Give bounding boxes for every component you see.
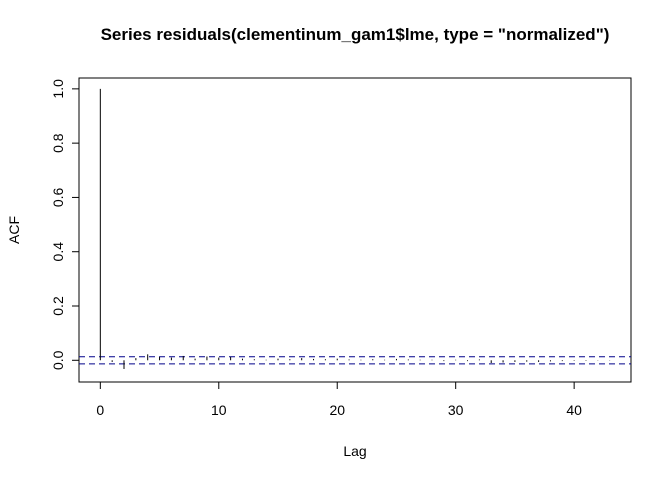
y-axis: 0.0 0.2 0.4 0.6 0.8 1.0 <box>50 79 80 370</box>
y-tick-label: 0.2 <box>50 296 66 316</box>
y-tick-label: 0.6 <box>50 187 66 207</box>
x-tick-label: 30 <box>448 402 464 418</box>
chart-title: Series residuals(clementinum_gam1$lme, t… <box>101 25 610 44</box>
y-axis-label: ACF <box>6 216 22 244</box>
x-axis-label: Lag <box>343 443 366 459</box>
x-tick-label: 40 <box>566 402 582 418</box>
acf-bars <box>99 88 611 369</box>
x-tick-label: 20 <box>329 402 345 418</box>
x-tick-label: 10 <box>211 402 227 418</box>
y-tick-label: 0.4 <box>50 242 66 262</box>
y-tick-label: 0.0 <box>50 350 66 370</box>
confidence-bounds <box>79 356 631 365</box>
y-tick-label: 1.0 <box>50 79 66 99</box>
x-tick-label: 0 <box>96 402 104 418</box>
plot-frame <box>78 77 632 383</box>
y-tick-label: 0.8 <box>50 133 66 153</box>
x-axis: 0 10 20 30 40 <box>96 381 582 418</box>
